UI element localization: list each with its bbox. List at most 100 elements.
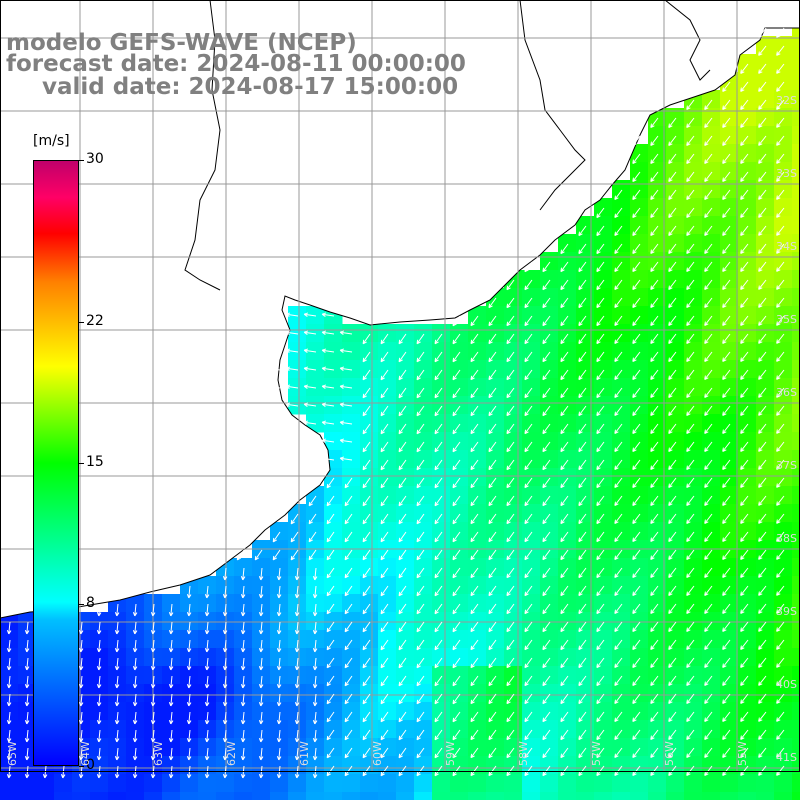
- wind-arrow: [722, 369, 731, 380]
- wind-arrow: [740, 315, 749, 326]
- wind-arrow: [506, 369, 515, 381]
- wind-arrow: [776, 369, 785, 380]
- wind-arrow: [488, 297, 497, 309]
- wind-arrow: [470, 351, 479, 363]
- wind-arrow: [578, 639, 587, 651]
- wind-arrow: [722, 729, 731, 740]
- wind-arrow: [380, 621, 389, 633]
- wind-arrow: [470, 567, 479, 579]
- wind-arrow: [704, 441, 713, 452]
- wind-arrow: [416, 693, 425, 705]
- wind-arrow: [524, 603, 533, 615]
- wind-arrow: [722, 189, 731, 200]
- wind-arrow: [758, 621, 767, 632]
- wind-arrow: [362, 405, 371, 417]
- wind-arrow: [758, 45, 767, 56]
- wind-arrow: [524, 477, 533, 489]
- wind-arrow: [650, 261, 659, 273]
- wind-arrow: [722, 621, 731, 632]
- wind-arrow: [632, 729, 641, 741]
- wind-arrow: [398, 675, 407, 687]
- wind-arrow: [740, 81, 749, 92]
- wind-arrow: [650, 729, 659, 741]
- wind-arrow: [488, 531, 497, 543]
- wind-arrow: [132, 621, 138, 635]
- wind-arrow: [686, 135, 695, 146]
- wind-arrow: [398, 531, 407, 543]
- wind-arrow: [434, 567, 443, 579]
- wind-arrow: [452, 423, 461, 435]
- wind-arrow: [704, 549, 713, 560]
- wind-arrow: [303, 402, 317, 407]
- wind-arrow: [416, 585, 425, 597]
- wind-arrow: [272, 531, 281, 543]
- wind-arrow: [668, 261, 677, 273]
- wind-arrow: [362, 747, 371, 759]
- wind-arrow: [776, 243, 785, 254]
- wind-arrow: [668, 675, 677, 687]
- wind-arrow: [434, 603, 443, 615]
- wind-arrow: [542, 711, 551, 723]
- wind-arrow: [722, 549, 731, 560]
- wind-arrow: [668, 495, 677, 507]
- wind-arrow: [434, 441, 443, 453]
- wind-arrow: [506, 477, 515, 489]
- wind-arrow: [632, 603, 641, 615]
- wind-arrow: [380, 441, 389, 453]
- wind-arrow: [506, 657, 515, 669]
- wind-arrow: [96, 657, 102, 671]
- wind-arrow: [344, 531, 353, 543]
- wind-arrow: [294, 621, 300, 635]
- wind-arrow: [6, 693, 12, 707]
- wind-arrow: [704, 387, 713, 398]
- colorbar-tick-label: 15: [86, 454, 104, 470]
- wind-arrow: [704, 459, 713, 470]
- wind-arrow: [740, 189, 749, 200]
- wind-arrow: [488, 387, 497, 399]
- wind-arrow: [285, 402, 299, 407]
- latitude-label: 34S: [776, 240, 797, 253]
- wind-arrow: [758, 459, 767, 470]
- wind-arrow: [416, 333, 425, 345]
- wind-arrow: [150, 675, 156, 689]
- wind-arrow: [668, 729, 677, 741]
- wind-arrow: [524, 585, 533, 597]
- wind-arrow: [560, 729, 569, 741]
- wind-arrow: [506, 603, 515, 615]
- wind-arrow: [650, 675, 659, 687]
- wind-arrow: [686, 459, 695, 470]
- wind-arrow: [506, 729, 515, 741]
- wind-arrow: [312, 657, 318, 671]
- wind-arrow: [398, 621, 407, 633]
- wind-arrow: [632, 279, 641, 291]
- wind-arrow: [722, 261, 731, 272]
- wind-arrow: [740, 513, 749, 524]
- wind-arrow: [632, 477, 641, 489]
- wind-arrow: [380, 729, 389, 741]
- wind-arrow: [6, 639, 12, 653]
- wind-arrow: [303, 420, 317, 425]
- wind-arrow: [6, 747, 12, 761]
- wind-arrow: [380, 603, 389, 615]
- wind-arrow: [758, 225, 767, 236]
- wind-arrow: [758, 153, 767, 164]
- wind-arrow: [524, 441, 533, 453]
- wind-arrow: [614, 423, 623, 435]
- wind-arrow: [596, 603, 605, 615]
- wind-arrow: [524, 765, 533, 777]
- wind-arrow: [321, 330, 335, 335]
- wind-arrow: [434, 639, 443, 651]
- wind-arrow: [434, 585, 443, 597]
- wind-arrow: [542, 513, 551, 525]
- wind-arrow: [398, 459, 407, 471]
- wind-arrow: [258, 747, 264, 761]
- wind-arrow: [312, 585, 318, 599]
- wind-arrow: [506, 765, 515, 777]
- wind-arrow: [312, 747, 318, 761]
- wind-arrow: [312, 711, 318, 725]
- wind-arrow: [596, 423, 605, 435]
- wind-arrow: [596, 747, 605, 759]
- wind-arrow: [740, 117, 749, 128]
- wind-arrow: [668, 711, 677, 723]
- wind-arrow: [416, 675, 425, 687]
